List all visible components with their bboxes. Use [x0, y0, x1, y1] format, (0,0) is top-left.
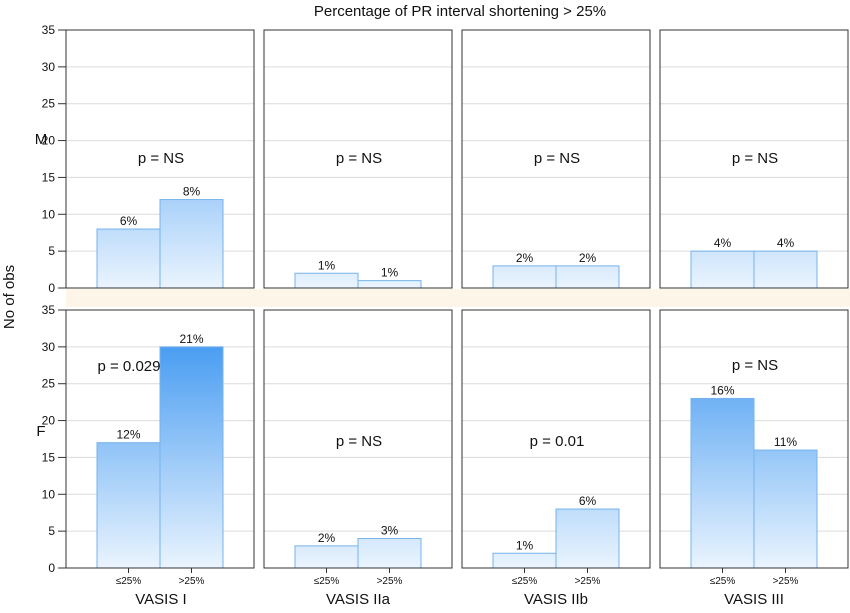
bar	[690, 250, 755, 289]
bar-data-label: 11%	[774, 435, 797, 449]
bar	[96, 228, 161, 289]
x-tick-label: >25%	[575, 576, 601, 587]
bar	[294, 272, 359, 289]
bar	[555, 265, 620, 289]
panel-frame	[461, 309, 651, 569]
y-tick-label: 10	[42, 207, 56, 221]
bar-data-label: 8%	[183, 185, 201, 199]
bar-data-label: 1%	[318, 258, 336, 272]
panel: 6% 8% p = NS	[65, 29, 255, 289]
bar	[159, 199, 224, 289]
bar	[159, 346, 224, 569]
bar	[357, 538, 422, 569]
panel-background	[264, 310, 452, 568]
x-tick-label: ≤25%	[314, 576, 340, 587]
bar-data-label: 2%	[516, 251, 534, 265]
panel-frame	[659, 309, 849, 569]
y-tick-label: 0	[48, 281, 55, 295]
y-tick-label: 25	[42, 97, 56, 111]
bar	[96, 442, 161, 569]
row-label: M	[35, 131, 48, 148]
p-value-annotation: p = 0.01	[530, 433, 585, 450]
y-tick-label: 5	[48, 244, 55, 258]
panels-layer: 6% 8% p = NS 1% 1% p = NS 2% 2% p = NS 4% 4% p = NS…	[65, 29, 849, 587]
bar	[492, 552, 557, 569]
bar	[492, 265, 557, 289]
panel-frame	[659, 29, 849, 289]
y-tick-label: 30	[42, 340, 56, 354]
bar	[753, 449, 818, 569]
p-value-annotation: p = NS	[336, 150, 382, 167]
column-label: VASIS IIa	[326, 591, 391, 608]
x-tick-label: ≤25%	[512, 576, 538, 587]
y-tick-label: 5	[48, 524, 55, 538]
bar-data-label: 2%	[318, 531, 336, 545]
p-value-annotation: p = NS	[732, 150, 778, 167]
y-tick-label: 30	[42, 60, 56, 74]
bar	[294, 545, 359, 569]
column-label: VASIS IIb	[524, 591, 588, 608]
bar-data-label: 4%	[714, 236, 732, 250]
y-tick-label: 35	[42, 303, 56, 317]
bar-data-label: 6%	[120, 214, 138, 228]
bar	[555, 508, 620, 569]
y-tick-label: 15	[42, 170, 56, 184]
panel-frame	[65, 309, 255, 569]
panel: 12% 21% p = 0.029 ≤25% >25%	[65, 309, 255, 587]
panel: 4% 4% p = NS	[659, 29, 849, 289]
panel-frame	[263, 29, 453, 289]
bar-data-label: 21%	[179, 332, 203, 346]
x-tick-label: >25%	[179, 576, 205, 587]
panel: 1% 1% p = NS	[263, 29, 453, 289]
panel-background	[264, 30, 452, 288]
column-label: VASIS III	[724, 591, 784, 608]
x-tick-label: >25%	[773, 576, 799, 587]
panel-background	[660, 30, 848, 288]
y-axis-label: No of obs	[1, 265, 18, 329]
bar-data-label: 16%	[710, 383, 734, 397]
y-tick-label: 20	[42, 414, 56, 428]
chart-title: Percentage of PR interval shortening > 2…	[314, 3, 606, 20]
bar-data-label: 1%	[516, 538, 534, 552]
y-tick-label: 15	[42, 450, 56, 464]
bar-data-label: 2%	[579, 251, 597, 265]
panel-frame	[263, 309, 453, 569]
x-tick-label: >25%	[377, 576, 403, 587]
panel: 2% 3% p = NS ≤25% >25%	[263, 309, 453, 587]
row-separator	[66, 289, 850, 307]
bar	[357, 280, 422, 289]
p-value-annotation: p = NS	[138, 150, 184, 167]
row-label: F	[36, 423, 45, 440]
y-axis: 0 5 10 15 20 25 30 35 0 5 10 15 20 25 30 35	[42, 23, 66, 575]
panel-frame	[65, 29, 255, 289]
bar	[753, 250, 818, 289]
p-value-annotation: p = NS	[732, 357, 778, 374]
panel: 2% 2% p = NS	[461, 29, 651, 289]
bar-data-label: 1%	[381, 266, 399, 280]
y-tick-label: 35	[42, 23, 56, 37]
panel-background	[462, 30, 650, 288]
panel: 1% 6% p = 0.01 ≤25% >25%	[461, 309, 651, 587]
p-value-annotation: p = NS	[336, 433, 382, 450]
panel: 16% 11% p = NS ≤25% >25%	[659, 309, 849, 587]
bar-data-label: 12%	[116, 428, 140, 442]
x-tick-label: ≤25%	[710, 576, 736, 587]
p-value-annotation: p = NS	[534, 150, 580, 167]
p-value-annotation: p = 0.029	[98, 358, 161, 375]
bar	[690, 397, 755, 569]
y-tick-label: 10	[42, 487, 56, 501]
y-tick-label: 20	[42, 134, 56, 148]
panel-frame	[461, 29, 651, 289]
bar-data-label: 6%	[579, 494, 597, 508]
y-tick-label: 0	[48, 561, 55, 575]
bar-data-label: 4%	[777, 236, 795, 250]
x-tick-label: ≤25%	[116, 576, 142, 587]
bar-data-label: 3%	[381, 524, 399, 538]
y-tick-label: 25	[42, 377, 56, 391]
column-label: VASIS I	[135, 591, 186, 608]
